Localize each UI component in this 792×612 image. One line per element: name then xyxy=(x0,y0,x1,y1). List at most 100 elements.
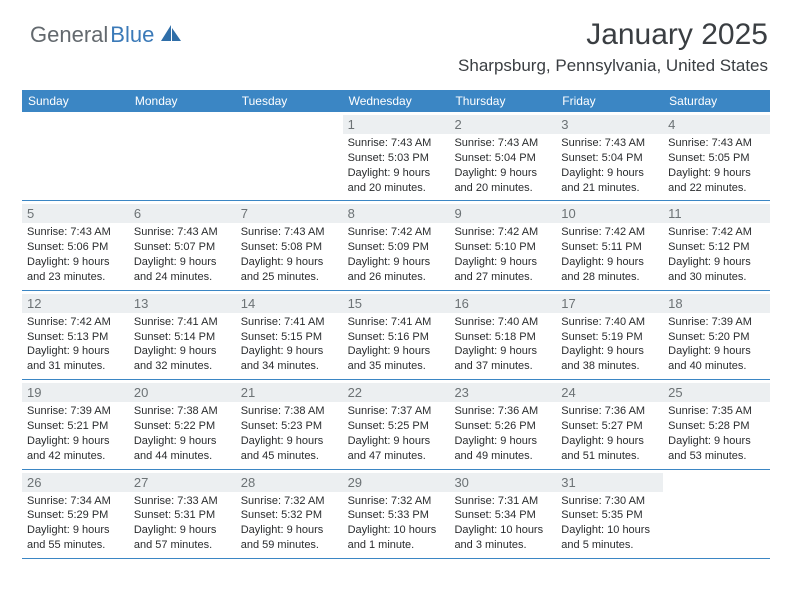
day-data: Sunrise: 7:35 AMSunset: 5:28 PMDaylight:… xyxy=(668,404,765,463)
calendar-day: 25Sunrise: 7:35 AMSunset: 5:28 PMDayligh… xyxy=(663,380,770,468)
calendar-day xyxy=(129,112,236,200)
calendar-day: 13 Sunrise: 7:41 AMSunset: 5:14 PMDayligh… xyxy=(129,291,236,379)
day-data: Sunrise: 7:41 AMSunset: 5:14 PMDaylight:… xyxy=(134,315,231,374)
logo-sail-icon xyxy=(159,23,183,48)
day-number: 2 xyxy=(449,115,556,134)
calendar-day: 31 Sunrise: 7:30 AMSunset: 5:35 PMDayligh… xyxy=(556,470,663,558)
weekday-header-row: SundayMondayTuesdayWednesdayThursdayFrid… xyxy=(22,90,770,112)
day-number: 8 xyxy=(343,204,450,223)
day-number: 28 xyxy=(236,473,343,492)
calendar-week: 26 Sunrise: 7:34 AMSunset: 5:29 PMDayligh… xyxy=(22,470,770,559)
day-number: 10 xyxy=(556,204,663,223)
day-data: Sunrise: 7:43 AMSunset: 5:04 PMDaylight:… xyxy=(561,136,658,195)
day-data: Sunrise: 7:41 AMSunset: 5:15 PMDaylight:… xyxy=(241,315,338,374)
day-number: 18 xyxy=(663,294,770,313)
location-subtitle: Sharpsburg, Pennsylvania, United States xyxy=(458,56,768,76)
day-number: 20 xyxy=(129,383,236,402)
day-number: 29 xyxy=(343,473,450,492)
calendar-day: 15 Sunrise: 7:41 AMSunset: 5:16 PMDayligh… xyxy=(343,291,450,379)
calendar-day: 24Sunrise: 7:36 AMSunset: 5:27 PMDayligh… xyxy=(556,380,663,468)
day-number: 17 xyxy=(556,294,663,313)
calendar-day: 1 Sunrise: 7:43 AMSunset: 5:03 PMDaylight… xyxy=(343,112,450,200)
day-data: Sunrise: 7:38 AMSunset: 5:23 PMDaylight:… xyxy=(241,404,338,463)
day-data: Sunrise: 7:41 AMSunset: 5:16 PMDaylight:… xyxy=(348,315,445,374)
day-number: 30 xyxy=(449,473,556,492)
day-number: 23 xyxy=(449,383,556,402)
month-title: January 2025 xyxy=(458,18,768,52)
day-number: 3 xyxy=(556,115,663,134)
day-number: 7 xyxy=(236,204,343,223)
day-data: Sunrise: 7:34 AMSunset: 5:29 PMDaylight:… xyxy=(27,494,124,553)
day-number: 13 xyxy=(129,294,236,313)
day-number: 27 xyxy=(129,473,236,492)
day-data: Sunrise: 7:32 AMSunset: 5:32 PMDaylight:… xyxy=(241,494,338,553)
day-data: Sunrise: 7:42 AMSunset: 5:13 PMDaylight:… xyxy=(27,315,124,374)
calendar-day: 3 Sunrise: 7:43 AMSunset: 5:04 PMDaylight… xyxy=(556,112,663,200)
day-data: Sunrise: 7:39 AMSunset: 5:21 PMDaylight:… xyxy=(27,404,124,463)
calendar-day: 16Sunrise: 7:40 AMSunset: 5:18 PMDayligh… xyxy=(449,291,556,379)
day-data: Sunrise: 7:40 AMSunset: 5:18 PMDaylight:… xyxy=(454,315,551,374)
day-data: Sunrise: 7:43 AMSunset: 5:03 PMDaylight:… xyxy=(348,136,445,195)
day-data: Sunrise: 7:42 AMSunset: 5:09 PMDaylight:… xyxy=(348,225,445,284)
day-data: Sunrise: 7:43 AMSunset: 5:08 PMDaylight:… xyxy=(241,225,338,284)
weekday-friday: Friday xyxy=(556,90,663,112)
day-number: 12 xyxy=(22,294,129,313)
calendar-week: 12 Sunrise: 7:42 AMSunset: 5:13 PMDayligh… xyxy=(22,291,770,380)
calendar-day xyxy=(236,112,343,200)
calendar-day: 12 Sunrise: 7:42 AMSunset: 5:13 PMDayligh… xyxy=(22,291,129,379)
calendar-day: 14 Sunrise: 7:41 AMSunset: 5:15 PMDayligh… xyxy=(236,291,343,379)
day-number: 14 xyxy=(236,294,343,313)
calendar-day: 7 Sunrise: 7:43 AMSunset: 5:08 PMDaylight… xyxy=(236,201,343,289)
calendar-day: 6Sunrise: 7:43 AMSunset: 5:07 PMDaylight… xyxy=(129,201,236,289)
calendar-day: 17 Sunrise: 7:40 AMSunset: 5:19 PMDayligh… xyxy=(556,291,663,379)
calendar-day: 26 Sunrise: 7:34 AMSunset: 5:29 PMDayligh… xyxy=(22,470,129,558)
logo-text-general: General xyxy=(30,22,108,48)
day-number: 5 xyxy=(22,204,129,223)
day-number: 22 xyxy=(343,383,450,402)
calendar-day: 23 Sunrise: 7:36 AMSunset: 5:26 PMDayligh… xyxy=(449,380,556,468)
day-number: 9 xyxy=(449,204,556,223)
calendar-week: 5Sunrise: 7:43 AMSunset: 5:06 PMDaylight… xyxy=(22,201,770,290)
calendar-day: 4 Sunrise: 7:43 AMSunset: 5:05 PMDaylight… xyxy=(663,112,770,200)
day-data: Sunrise: 7:36 AMSunset: 5:26 PMDaylight:… xyxy=(454,404,551,463)
calendar-day: 22 Sunrise: 7:37 AMSunset: 5:25 PMDayligh… xyxy=(343,380,450,468)
day-number: 6 xyxy=(129,204,236,223)
day-number: 21 xyxy=(236,383,343,402)
day-data: Sunrise: 7:43 AMSunset: 5:04 PMDaylight:… xyxy=(454,136,551,195)
calendar-weeks: 1 Sunrise: 7:43 AMSunset: 5:03 PMDaylight… xyxy=(22,112,770,559)
day-data: Sunrise: 7:43 AMSunset: 5:05 PMDaylight:… xyxy=(668,136,765,195)
day-data: Sunrise: 7:30 AMSunset: 5:35 PMDaylight:… xyxy=(561,494,658,553)
calendar-day: 29 Sunrise: 7:32 AMSunset: 5:33 PMDayligh… xyxy=(343,470,450,558)
day-number: 11 xyxy=(663,204,770,223)
logo: General Blue xyxy=(30,22,183,48)
day-data: Sunrise: 7:42 AMSunset: 5:10 PMDaylight:… xyxy=(454,225,551,284)
day-data: Sunrise: 7:36 AMSunset: 5:27 PMDaylight:… xyxy=(561,404,658,463)
day-number: 1 xyxy=(343,115,450,134)
calendar: SundayMondayTuesdayWednesdayThursdayFrid… xyxy=(22,90,770,559)
calendar-day: 19 Sunrise: 7:39 AMSunset: 5:21 PMDayligh… xyxy=(22,380,129,468)
day-number: 15 xyxy=(343,294,450,313)
day-data: Sunrise: 7:38 AMSunset: 5:22 PMDaylight:… xyxy=(134,404,231,463)
calendar-day: 27 Sunrise: 7:33 AMSunset: 5:31 PMDayligh… xyxy=(129,470,236,558)
weekday-saturday: Saturday xyxy=(663,90,770,112)
calendar-day: 28 Sunrise: 7:32 AMSunset: 5:32 PMDayligh… xyxy=(236,470,343,558)
day-data: Sunrise: 7:40 AMSunset: 5:19 PMDaylight:… xyxy=(561,315,658,374)
day-number: 4 xyxy=(663,115,770,134)
day-data: Sunrise: 7:42 AMSunset: 5:12 PMDaylight:… xyxy=(668,225,765,284)
day-data: Sunrise: 7:33 AMSunset: 5:31 PMDaylight:… xyxy=(134,494,231,553)
weekday-thursday: Thursday xyxy=(449,90,556,112)
day-number: 19 xyxy=(22,383,129,402)
calendar-day: 9 Sunrise: 7:42 AMSunset: 5:10 PMDaylight… xyxy=(449,201,556,289)
day-data: Sunrise: 7:32 AMSunset: 5:33 PMDaylight:… xyxy=(348,494,445,553)
weekday-monday: Monday xyxy=(129,90,236,112)
day-number: 31 xyxy=(556,473,663,492)
calendar-week: 19 Sunrise: 7:39 AMSunset: 5:21 PMDayligh… xyxy=(22,380,770,469)
weekday-sunday: Sunday xyxy=(22,90,129,112)
day-data: Sunrise: 7:37 AMSunset: 5:25 PMDaylight:… xyxy=(348,404,445,463)
day-data: Sunrise: 7:42 AMSunset: 5:11 PMDaylight:… xyxy=(561,225,658,284)
calendar-day: 20 Sunrise: 7:38 AMSunset: 5:22 PMDayligh… xyxy=(129,380,236,468)
calendar-day: 5Sunrise: 7:43 AMSunset: 5:06 PMDaylight… xyxy=(22,201,129,289)
calendar-week: 1 Sunrise: 7:43 AMSunset: 5:03 PMDaylight… xyxy=(22,112,770,201)
day-data: Sunrise: 7:31 AMSunset: 5:34 PMDaylight:… xyxy=(454,494,551,553)
day-number: 26 xyxy=(22,473,129,492)
